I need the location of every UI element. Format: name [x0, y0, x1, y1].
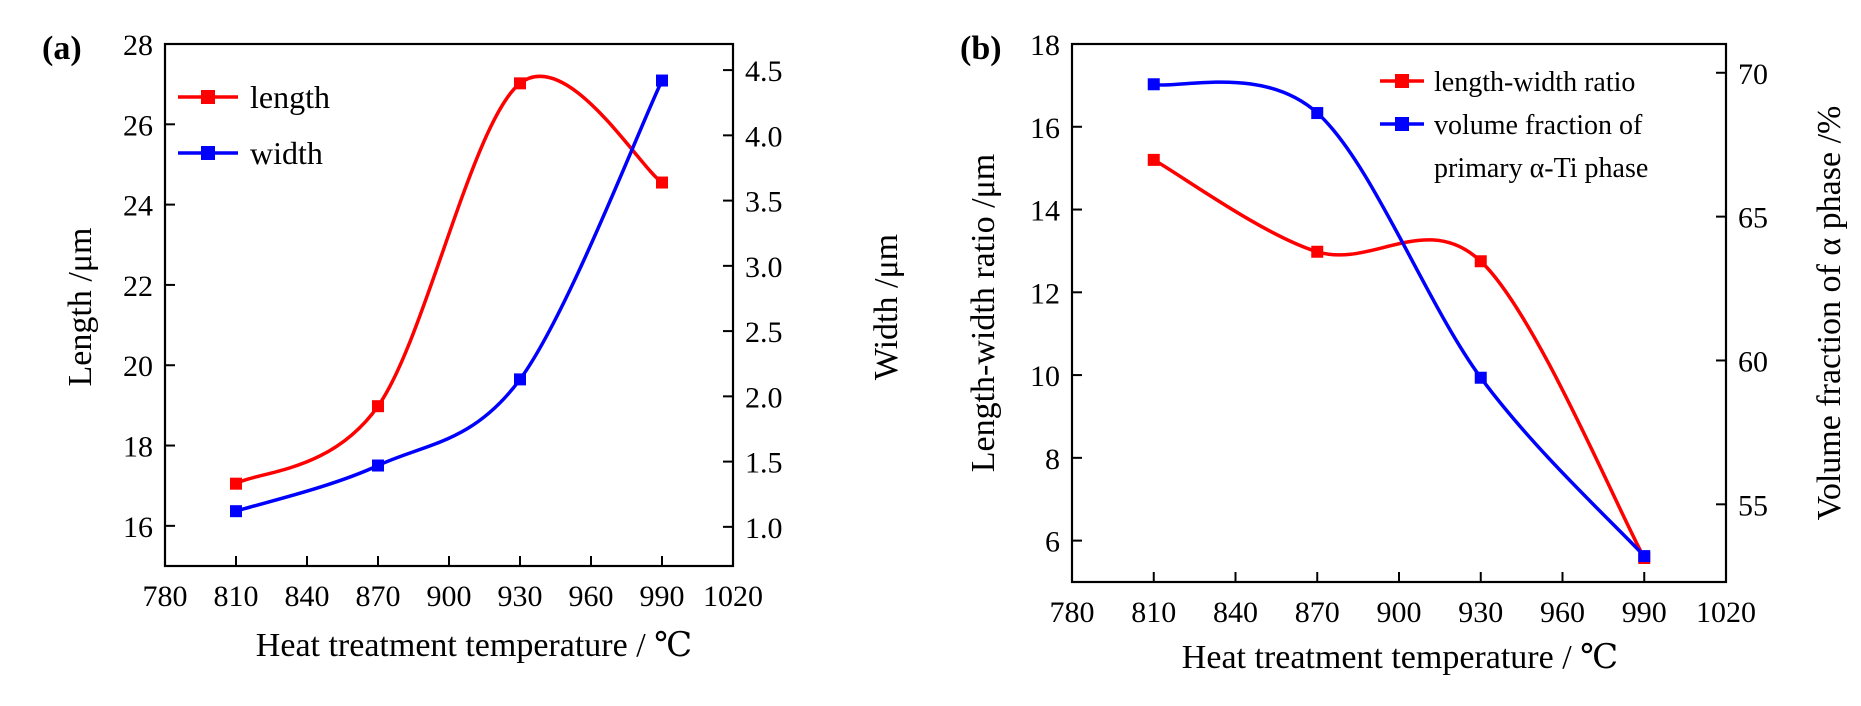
x-tick-label: 990: [640, 580, 685, 613]
y-tick-label: 28: [123, 29, 153, 62]
y-axis-left-a: 16 18 20 22 24 26 28: [123, 29, 175, 544]
y-tick-label: 14: [1030, 195, 1060, 228]
series-markers-b: [1147, 78, 1651, 564]
x-tick-label: 780: [143, 580, 188, 613]
y2-tick-label: 4.0: [745, 120, 783, 153]
x-tick-label: 990: [1622, 596, 1667, 629]
x-tick-label: 810: [1131, 596, 1176, 629]
data-point: [1474, 371, 1487, 384]
data-point: [1474, 255, 1487, 268]
x-tick-label: 900: [427, 580, 472, 613]
x-tick-label: 870: [356, 580, 401, 613]
data-point: [1147, 78, 1160, 91]
y-axis-title-b: Length-width ratio /μm: [965, 154, 1002, 473]
data-point: [1147, 153, 1160, 166]
series-line-1: [235, 79, 664, 513]
x-axis-title-b: Heat treatment temperature / ℃: [1182, 639, 1618, 676]
x-tick-label: 900: [1377, 596, 1422, 629]
y2-tick-label: 3.0: [745, 251, 783, 284]
data-point: [230, 477, 242, 490]
series-line-0: [1152, 158, 1646, 559]
y-tick-label: 18: [123, 431, 153, 464]
y-tick-label: 26: [123, 109, 153, 142]
data-point: [1311, 107, 1324, 120]
data-point: [656, 74, 668, 87]
y2-tick-label: 3.5: [745, 186, 783, 219]
legend-label-width: width: [250, 135, 323, 171]
y2-tick-label: 4.5: [745, 55, 783, 88]
legend-marker-width: [201, 146, 215, 160]
y2-tick-label: 60: [1738, 345, 1768, 378]
x-tick-label: 780: [1050, 596, 1095, 629]
x-tick-label: 840: [285, 580, 330, 613]
y-tick-label: 8: [1045, 443, 1060, 476]
x-tick-label: 930: [498, 580, 543, 613]
data-point: [1638, 550, 1651, 563]
y-tick-label: 18: [1030, 29, 1060, 62]
y-tick-label: 10: [1030, 360, 1060, 393]
y-tick-label: 20: [123, 350, 153, 383]
y2-tick-label: 1.5: [745, 447, 783, 480]
x-axis-b: 780 810 840 870 900 930 960 990 1020: [1050, 572, 1756, 629]
series-line-1: [1153, 80, 1646, 558]
series-curves-a: [235, 74, 664, 513]
legend-a: length width: [178, 79, 330, 171]
y2-tick-label: 70: [1738, 58, 1768, 91]
y2-tick-label: 55: [1738, 489, 1768, 522]
chart-panel-b: (b) 780 810 840 870 900 930 960 990 1020 6810121…: [960, 29, 1848, 676]
y-tick-label: 24: [123, 190, 153, 223]
y-tick-label: 12: [1030, 277, 1060, 310]
data-point: [514, 77, 526, 90]
x-tick-label: 870: [1295, 596, 1340, 629]
y2-tick-label: 2.5: [745, 316, 783, 349]
data-point: [230, 505, 242, 518]
x-tick-label: 1020: [703, 580, 763, 613]
panel-label-b: (b): [960, 30, 1002, 67]
legend-label-volume-fraction-line1: volume fraction of: [1434, 110, 1643, 141]
y2-axis-title-b: Volume fraction of α phase /%: [1811, 106, 1848, 521]
x-tick-label: 810: [214, 580, 259, 613]
x-tick-label: 930: [1458, 596, 1503, 629]
data-point: [1311, 245, 1324, 258]
data-point: [656, 176, 668, 189]
y-axis-right-a: 1.0 1.5 2.0 2.5 3.0 3.5 4.0 4.5: [723, 55, 783, 545]
legend-label-volume-fraction-line2: primary α-Ti phase: [1434, 153, 1648, 184]
y-tick-label: 22: [123, 270, 153, 303]
data-point: [372, 459, 384, 472]
x-tick-label: 960: [569, 580, 614, 613]
y-tick-label: 16: [123, 511, 153, 544]
y-tick-label: 16: [1030, 112, 1060, 145]
legend-label-length-width-ratio: length-width ratio: [1434, 67, 1635, 98]
panel-label-a: (a): [42, 30, 82, 67]
x-axis-title-a: Heat treatment temperature / ℃: [256, 627, 692, 664]
y2-tick-label: 1.0: [745, 512, 783, 545]
x-tick-label: 840: [1213, 596, 1258, 629]
legend-marker-length: [201, 90, 215, 104]
series-curves-b: [1152, 80, 1646, 559]
y-axis-right-b: 55 60 65 70: [1716, 58, 1768, 522]
data-point: [514, 373, 526, 386]
x-tick-label: 960: [1540, 596, 1585, 629]
x-axis-a: 780 810 840 870 900 930 960 990 1020: [143, 556, 763, 613]
plot-frame-a: [163, 42, 735, 568]
y2-tick-label: 2.0: [745, 381, 783, 414]
legend-b: length-width ratio volume fraction of pr…: [1380, 67, 1648, 184]
y-axis-title-a: Length /μm: [62, 228, 99, 387]
data-point: [372, 400, 384, 413]
series-markers-a: [230, 74, 668, 518]
y-axis-left-b: 6 8 10 12 14 16 18: [1030, 29, 1082, 559]
y2-tick-label: 65: [1738, 202, 1768, 235]
chart-panel-a: (a) 780 810 840 870 900 930 960 990 1020 16 18 20 2…: [42, 29, 905, 664]
y2-axis-title-a: Width /μm: [868, 234, 905, 380]
legend-label-length: length: [250, 79, 330, 115]
legend-marker-volume-fraction: [1395, 117, 1409, 131]
legend-marker-length-width-ratio: [1395, 74, 1409, 88]
series-line-0: [235, 74, 664, 486]
x-tick-label: 1020: [1696, 596, 1756, 629]
y-tick-label: 6: [1045, 526, 1060, 559]
